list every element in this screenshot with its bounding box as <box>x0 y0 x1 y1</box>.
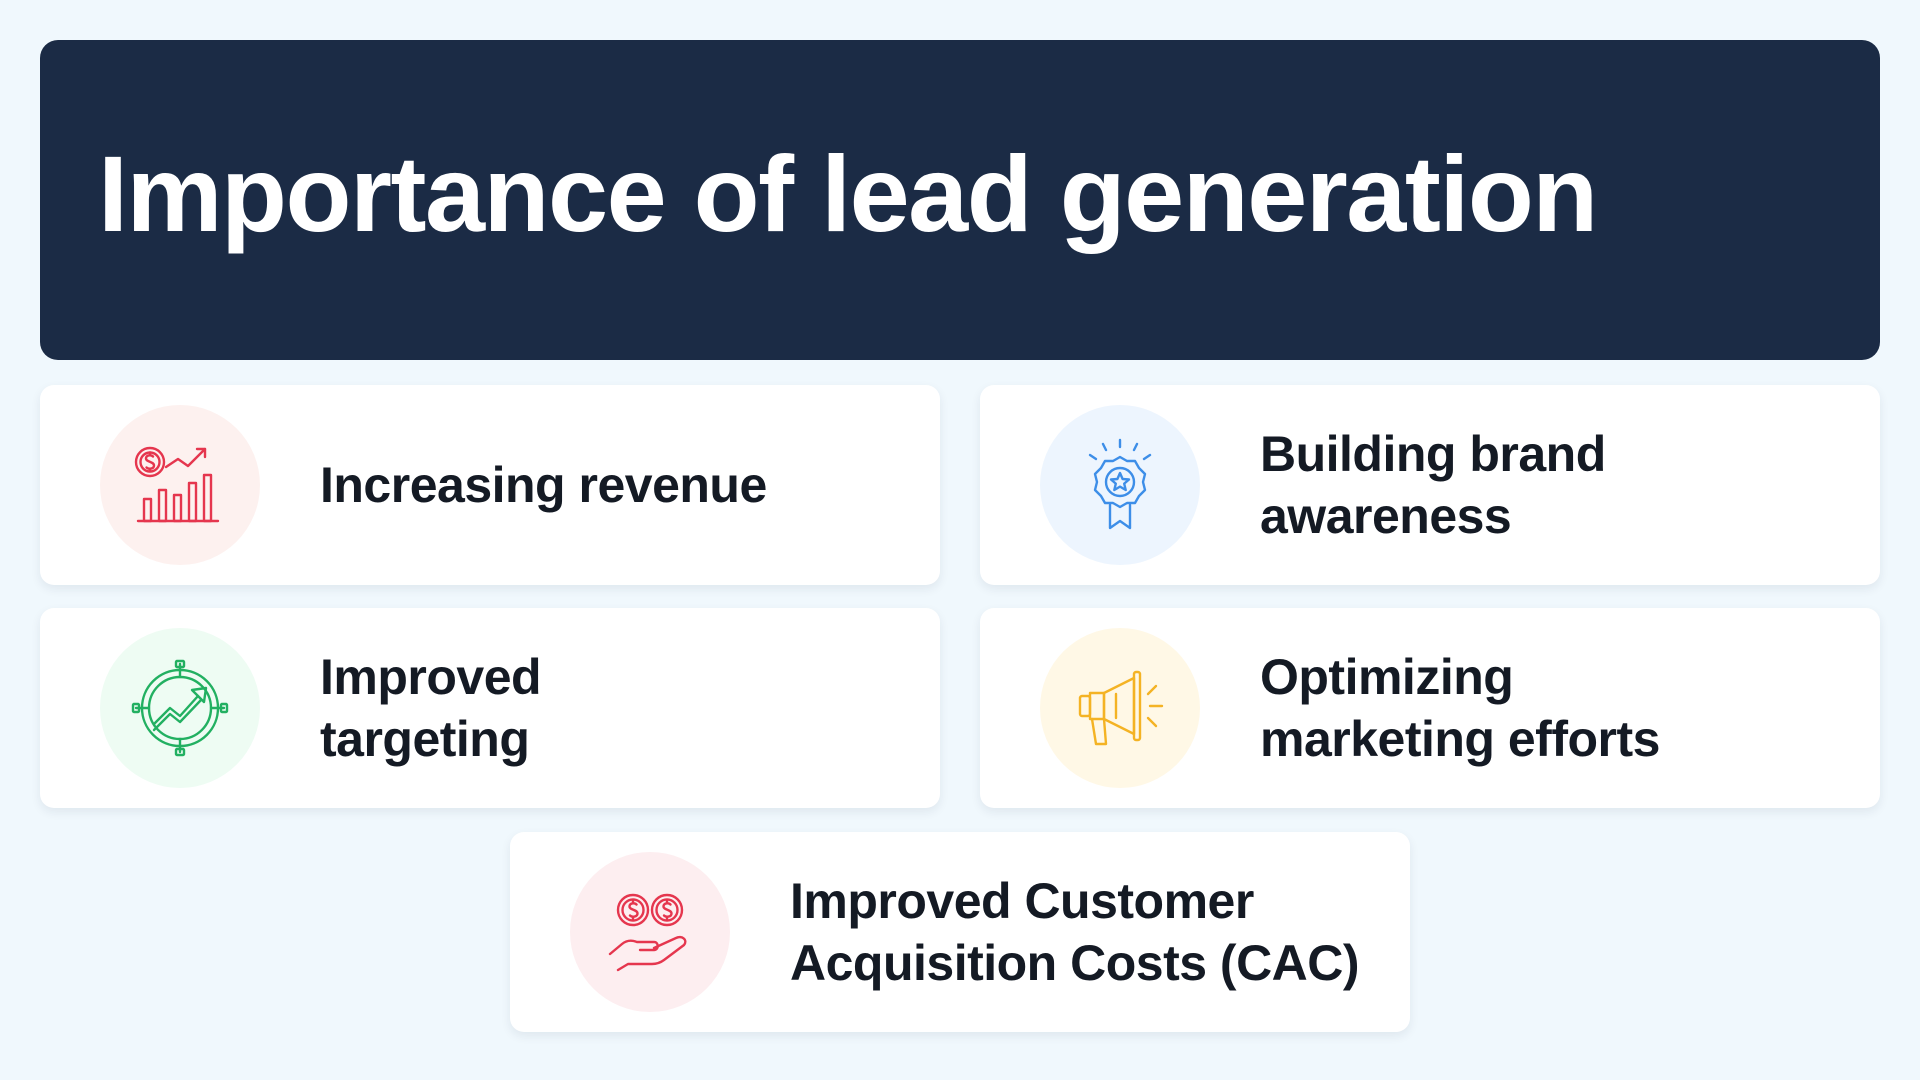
hand-coins-icon <box>608 893 687 972</box>
card-optimizing-marketing-efforts: Optimizing marketing efforts <box>980 608 1880 808</box>
card-label: Increasing revenue <box>320 457 767 513</box>
revenue-chart-icon <box>134 446 220 523</box>
page-title: Importance of lead generation <box>98 133 1598 254</box>
megaphone-icon <box>1078 670 1164 746</box>
card-improved-cac: Improved Customer Acquisition Costs (CAC… <box>510 832 1410 1032</box>
card-label: Improved Customer Acquisition Costs (CAC… <box>790 873 1360 991</box>
icon-circle <box>100 405 260 565</box>
card-label: Optimizing marketing efforts <box>1260 649 1660 767</box>
card-building-brand-awareness: Building brand awareness <box>980 385 1880 585</box>
icon-circle <box>100 628 260 788</box>
icon-circle <box>1040 405 1200 565</box>
card-increasing-revenue: Increasing revenue <box>40 385 940 585</box>
card-label: Building brand awareness <box>1260 426 1606 544</box>
icon-circle <box>1040 628 1200 788</box>
target-growth-icon <box>131 659 229 757</box>
award-badge-icon <box>1088 438 1152 530</box>
card-label: Improved targeting <box>320 649 542 767</box>
card-improved-targeting: Improved targeting <box>40 608 940 808</box>
icon-circle <box>570 852 730 1012</box>
header-banner: Importance of lead generation <box>40 40 1880 360</box>
